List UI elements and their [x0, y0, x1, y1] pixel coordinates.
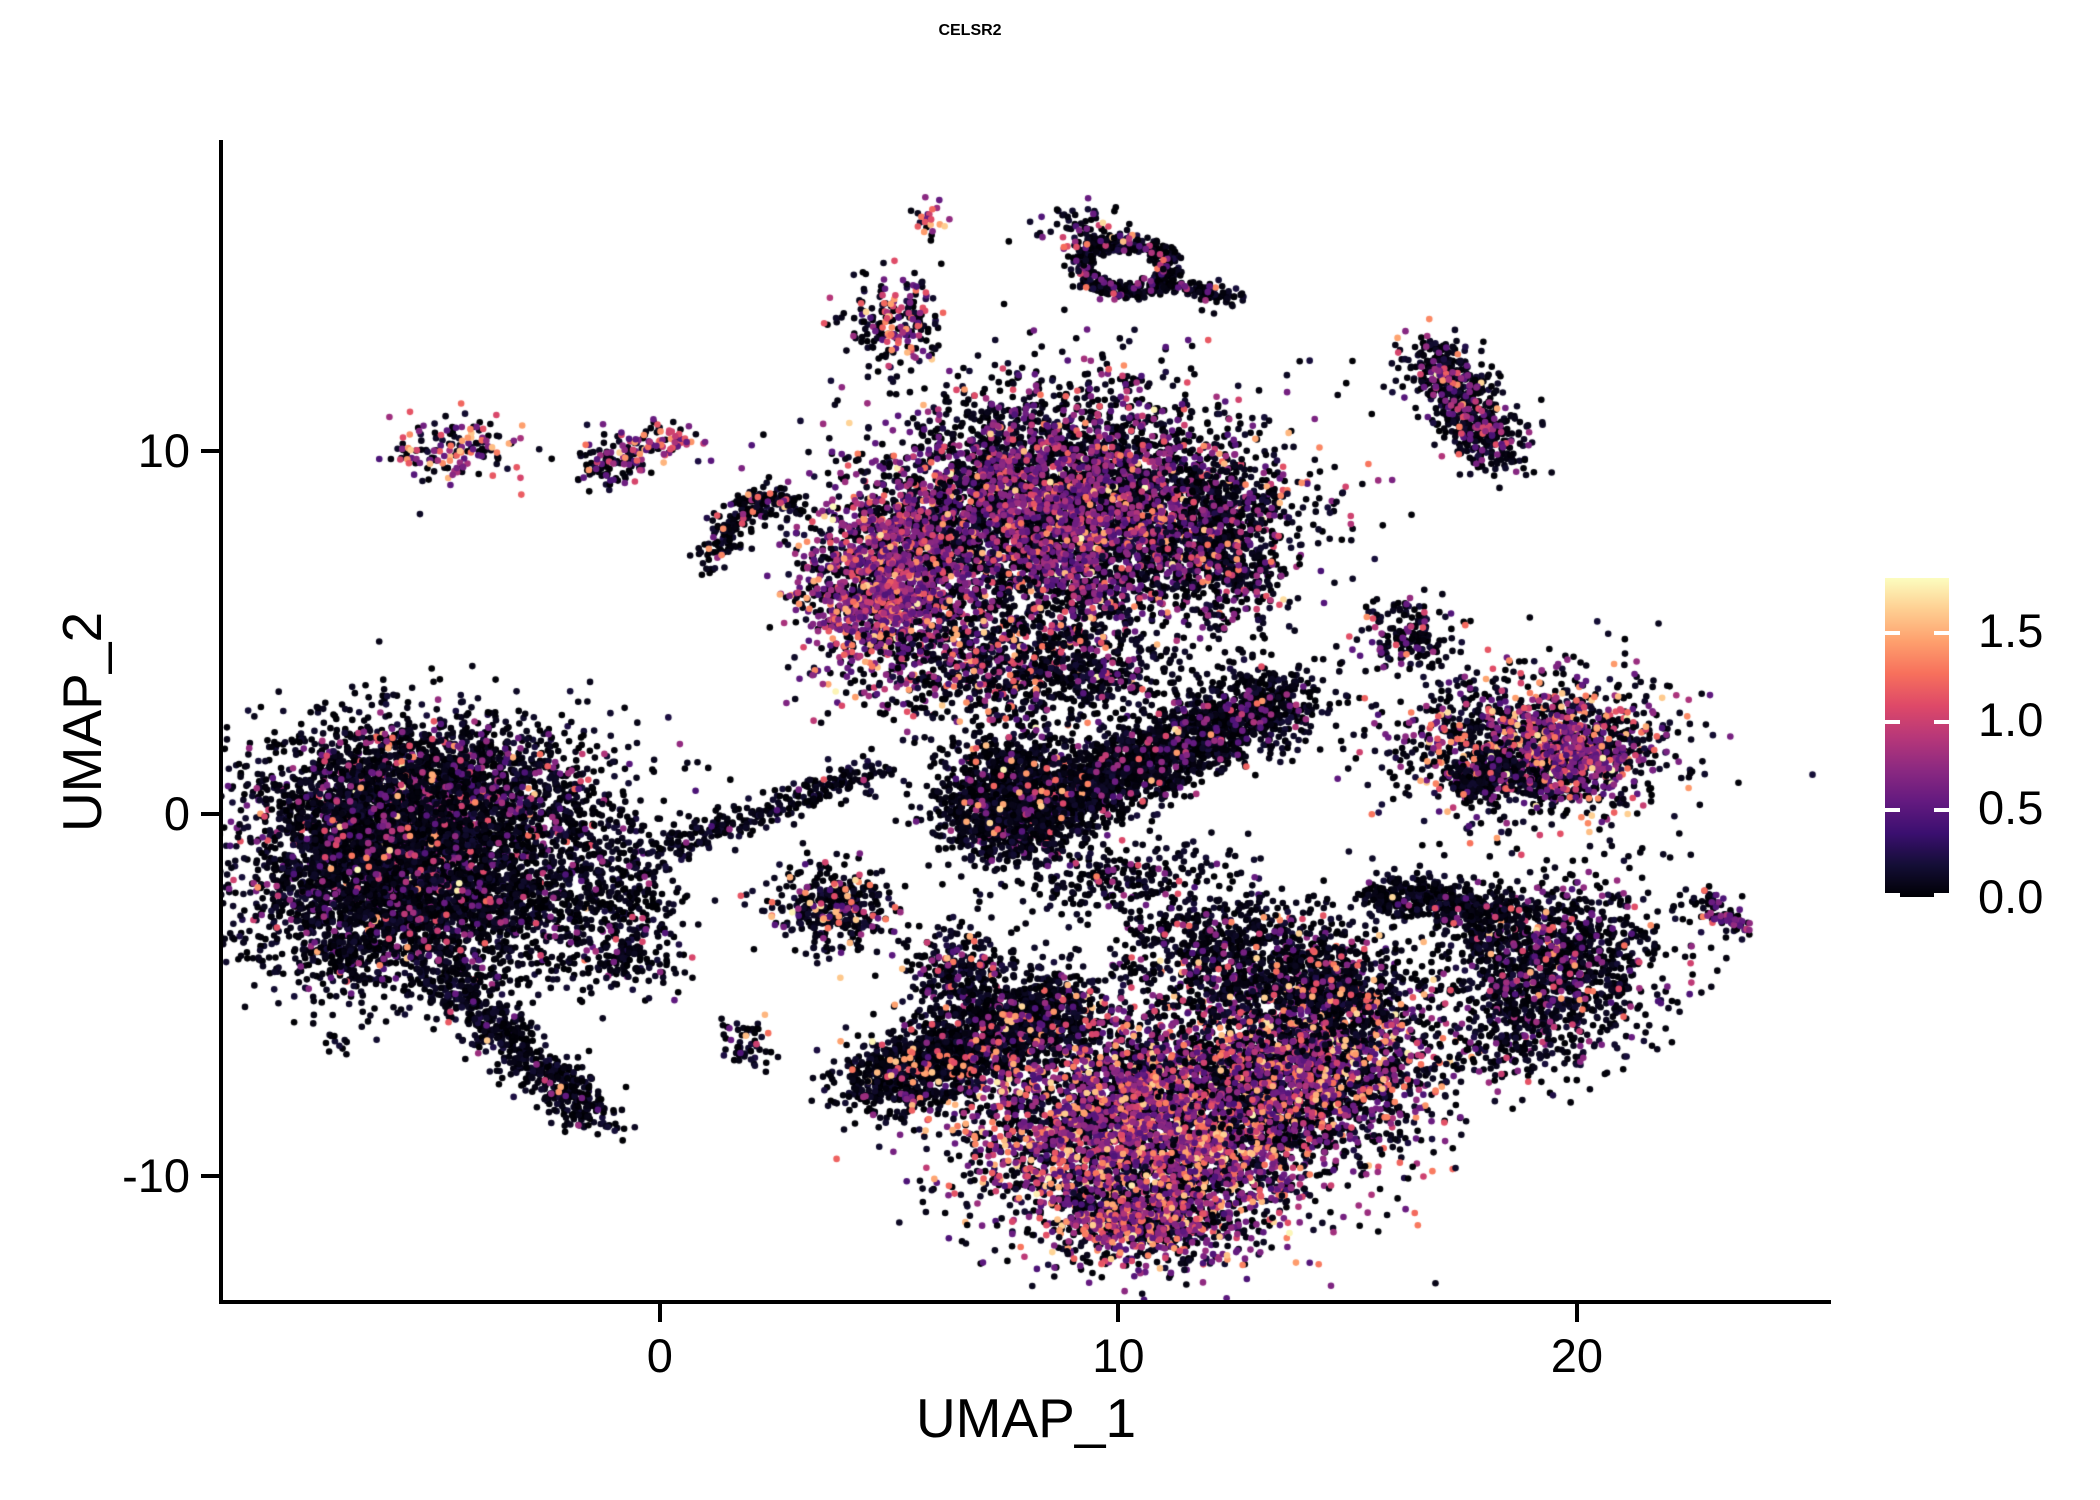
colorbar-label-0.0: 0.0	[1978, 870, 2044, 923]
x-axis-title: UMAP_1	[915, 1387, 1137, 1449]
colorbar-label-1.5: 1.5	[1978, 604, 2044, 658]
colorbar-tick-0.5-l	[1885, 808, 1900, 813]
colorbar-tick-0.0-r	[1934, 893, 1949, 897]
plot-title: CELSR2	[938, 22, 1002, 39]
x-tick-label-10: 10	[1092, 1329, 1145, 1382]
colorbar-tick-1.0-l	[1885, 719, 1900, 724]
y-axis-line	[219, 140, 223, 1304]
colorbar-tick-0.0-l	[1885, 893, 1900, 897]
colorbar-tick-1.0-r	[1934, 719, 1949, 724]
colorbar-tick-1.5-r	[1934, 631, 1949, 636]
x-tick-mark-0	[657, 1304, 662, 1322]
colorbar-label-1.0: 1.0	[1978, 692, 2044, 746]
expression-colorbar	[1885, 578, 1949, 897]
x-axis-line	[219, 1300, 1831, 1304]
y-axis-title: UMAP_2	[51, 611, 113, 833]
x-tick-mark-10	[1116, 1304, 1121, 1322]
colorbar-label-0.5: 0.5	[1978, 781, 2044, 835]
y-tick-mark-0	[201, 811, 219, 816]
y-tick-label-10: 10	[137, 424, 190, 478]
y-tick-mark--10	[201, 1174, 219, 1179]
x-tick-label-0: 0	[646, 1329, 673, 1382]
y-tick-label-0: 0	[163, 786, 190, 840]
colorbar-tick-0.5-r	[1934, 808, 1949, 813]
y-tick-mark-10	[201, 449, 219, 454]
colorbar-tick-1.5-l	[1885, 631, 1900, 636]
x-tick-mark-20	[1574, 1304, 1579, 1322]
y-tick-label--10: -10	[122, 1149, 190, 1203]
x-tick-label-20: 20	[1550, 1329, 1604, 1382]
